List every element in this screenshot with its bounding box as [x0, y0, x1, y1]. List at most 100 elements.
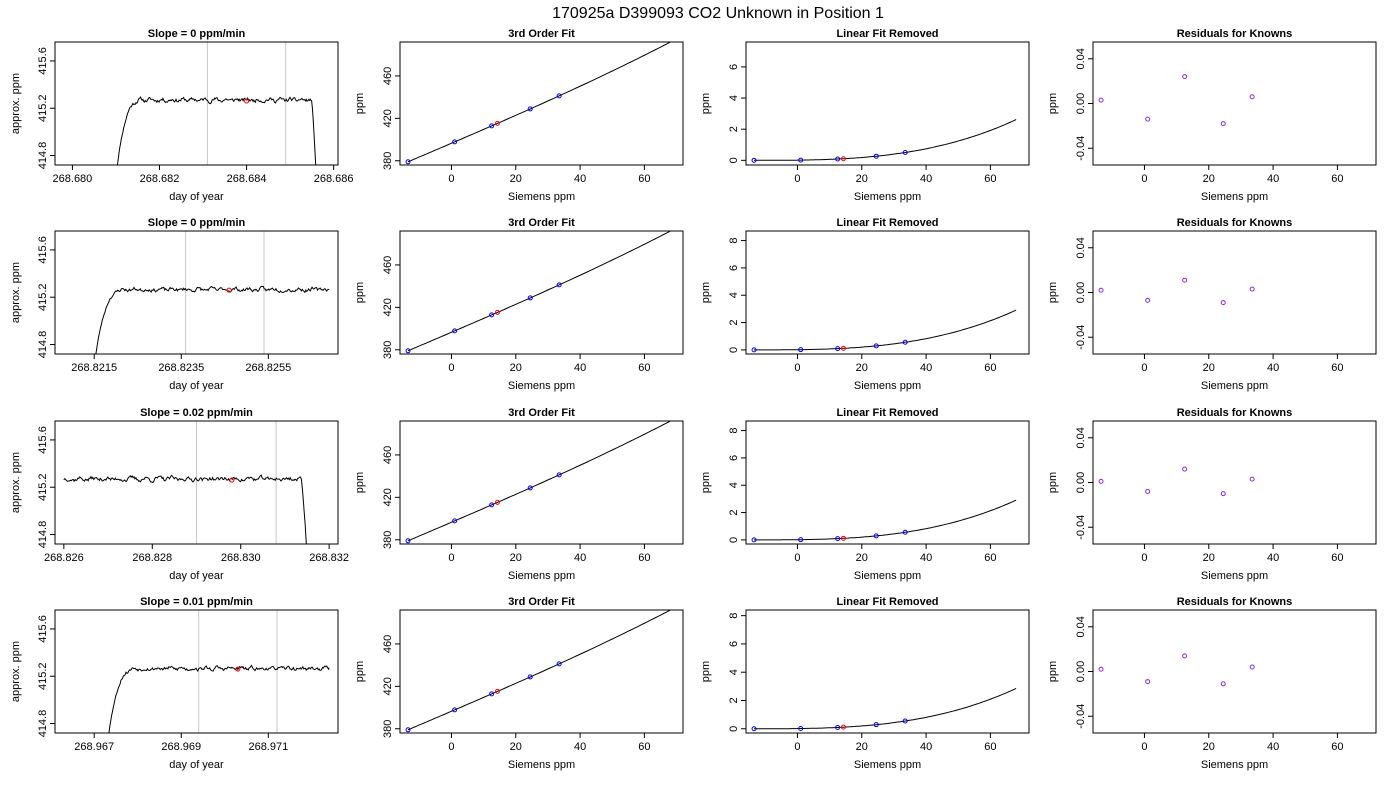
- plot-area: [1098, 74, 1255, 127]
- x-tick-label: 0: [1141, 362, 1147, 374]
- panel-title: Slope = 0 ppm/min: [148, 217, 246, 229]
- y-tick-label: 0.00: [1075, 661, 1087, 682]
- unknown-sample-point: [840, 724, 846, 730]
- fit-curve: [754, 119, 1017, 161]
- known-standard-point: [527, 106, 533, 112]
- known-standard-point: [405, 538, 411, 544]
- known-standard-point: [405, 727, 411, 733]
- y-tick-label: 0.04: [1075, 616, 1087, 637]
- x-tick-label: 0: [448, 362, 454, 374]
- y-tick-label: 4: [728, 95, 740, 101]
- known-standard-point: [405, 159, 411, 165]
- x-tick-label: 40: [1267, 741, 1279, 753]
- panel-r1-residuals: Residuals for Knowns 0 20 40 60 -0.04 0.00 0.04…: [1047, 28, 1377, 203]
- x-tick-label: 20: [856, 552, 868, 564]
- x-tick-label: 20: [856, 362, 868, 374]
- y-tick-label: 0.00: [1075, 282, 1087, 303]
- x-tick-label: 268.828: [132, 552, 172, 564]
- x-tick-label: 268.832: [309, 552, 349, 564]
- panel-r4-linear_removed: Linear Fit Removed 0 20 40 60 0 2 4 6 8 Siemens pp…: [700, 596, 1030, 771]
- plot-area: [95, 231, 330, 354]
- panel-frame: [399, 230, 684, 355]
- panel-r4-fit: 3rd Order Fit 0 20 40 60 380 420 460 Siemens ppm…: [354, 596, 684, 771]
- x-tick-label: 60: [1331, 552, 1343, 564]
- x-tick-label: 20: [856, 741, 868, 753]
- x-axis-label: day of year: [169, 570, 224, 582]
- known-standard-point: [835, 536, 841, 542]
- concentration-trace: [95, 285, 330, 354]
- residual-point: [1098, 287, 1104, 293]
- residual-point: [1220, 681, 1226, 687]
- known-standard-point: [405, 348, 411, 354]
- y-tick-label: 0: [728, 537, 740, 543]
- x-tick-label: 40: [574, 362, 586, 374]
- y-tick-label: 0.04: [1075, 427, 1087, 448]
- y-tick-label: 6: [728, 64, 740, 70]
- x-tick-label: 60: [1331, 362, 1343, 374]
- panel-r3-residuals: Residuals for Knowns 0 20 40 60 -0.04 0.00 0.04…: [1047, 407, 1377, 582]
- plot-area: [1098, 466, 1255, 497]
- panel-frame: [399, 41, 684, 166]
- known-standard-point: [489, 312, 495, 318]
- y-tick-label: 415.2: [37, 473, 49, 501]
- x-tick-label: 0: [1141, 173, 1147, 185]
- x-tick-label: 268.680: [53, 173, 93, 185]
- y-tick-label: 414.8: [37, 521, 49, 549]
- x-axis-label: Siemens ppm: [854, 380, 921, 392]
- known-standard-point: [556, 282, 562, 288]
- x-tick-label: 40: [1267, 552, 1279, 564]
- x-tick-label: 268.686: [314, 173, 354, 185]
- known-standard-point: [873, 722, 879, 728]
- x-tick-label: 0: [794, 173, 800, 185]
- panel-title: 3rd Order Fit: [508, 217, 575, 229]
- y-tick-label: 6: [728, 265, 740, 271]
- y-tick-label: 2: [728, 126, 740, 132]
- x-axis-label: Siemens ppm: [508, 191, 575, 203]
- known-standard-point: [835, 346, 841, 352]
- unknown-sample-point: [494, 120, 500, 126]
- y-tick-label: 0.00: [1075, 93, 1087, 114]
- y-tick-label: 414.8: [37, 710, 49, 738]
- panel-frame: [745, 420, 1030, 545]
- plot-area: [63, 421, 307, 544]
- known-standard-point: [489, 123, 495, 129]
- x-axis-label: Siemens ppm: [508, 570, 575, 582]
- y-tick-label: 2: [728, 697, 740, 703]
- panel-frame: [745, 609, 1030, 734]
- y-tick-label: 8: [728, 428, 740, 434]
- panel-r1-fit: 3rd Order Fit 0 20 40 60 380 420 460 Siemens ppm…: [354, 28, 684, 203]
- panel-r4-trace: Slope = 0.01 ppm/min 268.967 268.969 268.97…: [10, 596, 339, 771]
- known-standard-point: [873, 533, 879, 539]
- y-tick-label: 4: [728, 482, 740, 488]
- y-tick-label: 415.6: [37, 426, 49, 454]
- y-tick-label: 2: [728, 510, 740, 516]
- panel-r2-trace: Slope = 0 ppm/min 268.8215 268.8235 268.825…: [10, 217, 339, 392]
- x-tick-label: 0: [794, 741, 800, 753]
- residual-point: [1249, 94, 1255, 100]
- panel-r2-fit: 3rd Order Fit 0 20 40 60 380 420 460 Siemens ppm…: [354, 217, 684, 392]
- x-axis-label: day of year: [169, 380, 224, 392]
- x-axis-label: Siemens ppm: [1201, 191, 1268, 203]
- y-axis-label: ppm: [700, 472, 712, 493]
- y-tick-label: 414.8: [37, 142, 49, 170]
- x-tick-label: 268.969: [161, 741, 201, 753]
- y-tick-label: 414.8: [37, 331, 49, 359]
- known-standard-point: [798, 347, 804, 353]
- known-standard-point: [835, 724, 841, 730]
- x-tick-label: 60: [984, 362, 996, 374]
- x-tick-label: 20: [1203, 362, 1215, 374]
- y-axis-label: ppm: [700, 661, 712, 682]
- concentration-trace: [63, 474, 307, 544]
- panel-title: 3rd Order Fit: [508, 28, 575, 40]
- residual-point: [1182, 466, 1188, 472]
- plot-area: [1098, 653, 1255, 687]
- known-standard-point: [751, 726, 757, 732]
- panel-r3-linear_removed: Linear Fit Removed 0 20 40 60 0 2 4 6 8 Siemens pp…: [700, 407, 1030, 582]
- plot-area: [751, 309, 1017, 353]
- y-tick-label: 415.2: [37, 94, 49, 122]
- panel-title: Linear Fit Removed: [836, 217, 938, 229]
- y-tick-label: 0: [728, 347, 740, 353]
- y-axis-label: ppm: [354, 661, 366, 682]
- y-tick-label: 0: [728, 726, 740, 732]
- x-axis-label: Siemens ppm: [854, 570, 921, 582]
